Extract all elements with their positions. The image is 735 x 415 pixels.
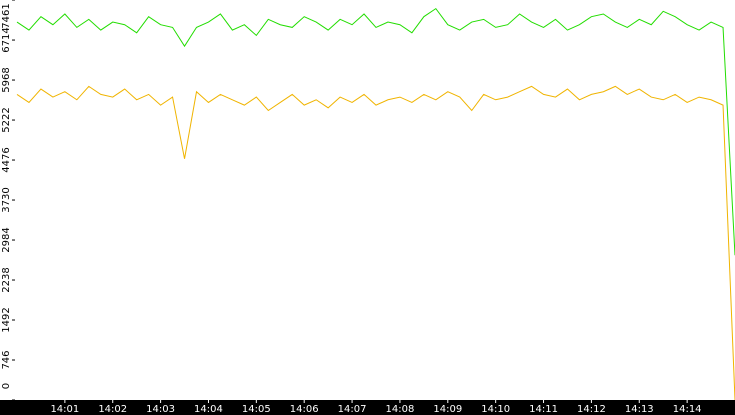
x-tick-label: 14:14: [673, 404, 702, 415]
y-tick-label: 2238: [1, 267, 12, 292]
y-tick-label: 0: [1, 383, 12, 389]
y-tick-label: 1492: [1, 307, 12, 332]
x-tick-label: 14:04: [194, 404, 223, 415]
y-tick-label: 746: [1, 350, 12, 369]
x-tick-label: 14:10: [481, 404, 510, 415]
x-tick-label: 14:12: [577, 404, 606, 415]
x-tick-label: 14:13: [625, 404, 654, 415]
y-tick-label: 5222: [1, 107, 12, 132]
x-tick-label: 14:11: [529, 404, 558, 415]
x-tick-label: 14:02: [98, 404, 127, 415]
series-line: [16, 7, 735, 256]
y-tick-label: 5968: [1, 67, 12, 92]
y-tick-label: 2984: [1, 227, 12, 252]
time-bar: [0, 400, 735, 415]
y-tick-label: 6714: [1, 27, 12, 52]
x-tick-label: 14:09: [433, 404, 462, 415]
x-tick-label: 14:06: [290, 404, 319, 415]
y-tick-label: 7461: [1, 3, 12, 28]
x-tick-label: 14:05: [242, 404, 271, 415]
x-tick-label: 14:01: [50, 404, 79, 415]
x-tick-label: 14:07: [338, 404, 367, 415]
y-tick-label: 4476: [1, 147, 12, 172]
x-tick-label: 14:08: [386, 404, 415, 415]
y-tick-label: 3730: [1, 187, 12, 212]
x-tick-label: 14:03: [146, 404, 175, 415]
series-line: [16, 85, 735, 401]
